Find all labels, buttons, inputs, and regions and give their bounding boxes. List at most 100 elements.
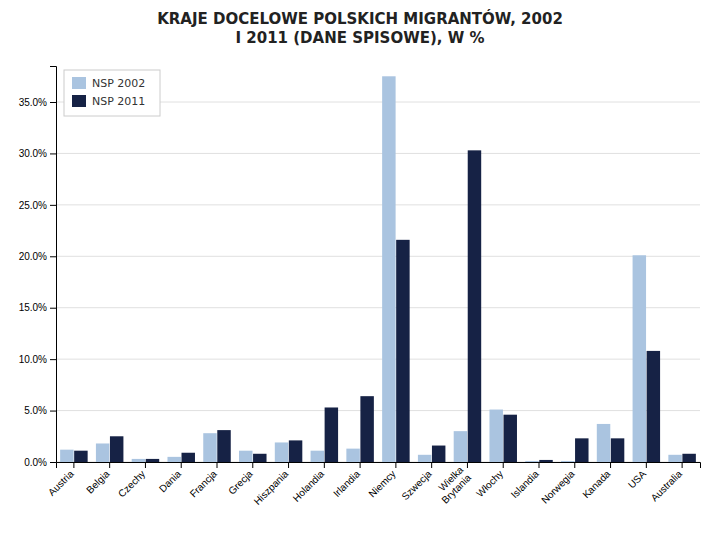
- tick-label: Francja: [188, 468, 220, 500]
- legend-label: NSP 2002: [92, 77, 145, 90]
- x-axis: Austria BelgiaCzechy DaniaFrancjaGrecjaHis…: [46, 462, 701, 507]
- tick: 15.0%: [19, 302, 56, 313]
- plot: 0.0%5.0%10.0%15.0%20.0%25.0%30.0%35.0%Au…: [19, 67, 701, 507]
- bar: [275, 442, 288, 462]
- y-axis: 0.0%5.0%10.0%15.0%20.0%25.0%30.0%35.0%: [19, 67, 57, 468]
- bar: [454, 431, 467, 462]
- tick-label: Hiszpania: [252, 468, 291, 507]
- tick-label: 10.0%: [19, 354, 47, 365]
- bar: [167, 457, 180, 462]
- tick: WielkaBrytania: [432, 462, 474, 506]
- tick-label-line: Norwegia: [539, 468, 577, 506]
- grid: [56, 102, 700, 462]
- bar: [182, 453, 195, 462]
- bar: [575, 438, 588, 462]
- tick-label: WielkaBrytania: [432, 464, 474, 506]
- tick: Kanada: [580, 462, 612, 500]
- tick-label: 25.0%: [19, 200, 47, 211]
- tick: Belgia: [84, 462, 112, 496]
- legend-swatch: [72, 95, 86, 107]
- series: [60, 76, 682, 462]
- tick: Australia: [649, 462, 685, 503]
- tick-mark: [50, 256, 56, 257]
- bar: [525, 461, 538, 462]
- bar: [597, 424, 610, 462]
- bar: [239, 451, 252, 462]
- tick: Szwecja: [399, 462, 433, 502]
- bar: [382, 76, 395, 462]
- tick-mark: [252, 462, 253, 468]
- tick-mark: [503, 462, 504, 468]
- tick-label-line: Szwecja: [399, 468, 433, 502]
- tick: 20.0%: [19, 251, 56, 262]
- tick-mark: [360, 462, 361, 468]
- tick-label: Australia: [649, 468, 685, 504]
- tick-mark: [646, 462, 647, 468]
- grid-line: [56, 307, 700, 308]
- bar: [633, 255, 646, 462]
- tick: Norwegia: [539, 462, 577, 506]
- tick: 25.0%: [19, 200, 56, 211]
- tick-label-line: Irlandia: [331, 468, 362, 499]
- bar: [253, 454, 266, 462]
- bar: [504, 415, 517, 462]
- tick-label: Czechy: [116, 468, 147, 499]
- bar: [432, 446, 445, 462]
- bar: [647, 351, 660, 462]
- tick: Austria: [46, 462, 76, 498]
- tick-mark: [288, 462, 289, 468]
- tick: USA: [626, 462, 649, 490]
- bar: [289, 440, 302, 462]
- legend-item: NSP 2011: [72, 95, 145, 108]
- tick-mark: [217, 462, 218, 468]
- tick: Czechy: [116, 462, 147, 499]
- tick-label: Dania: [157, 468, 184, 495]
- tick: Holandia: [291, 462, 327, 504]
- bar: [489, 410, 502, 462]
- tick-label-line: Niemcy: [366, 468, 397, 499]
- tick: Grecja: [226, 462, 255, 497]
- tick-label: Austria: [46, 468, 76, 498]
- tick-mark: [50, 359, 56, 360]
- tick: Dania: [157, 462, 184, 494]
- tick-label: Grecja: [226, 468, 255, 497]
- legend: NSP 2002 NSP 2011: [64, 70, 160, 116]
- tick-label-line: Austria: [46, 468, 76, 498]
- grid-line: [56, 153, 700, 154]
- bar: [668, 455, 681, 462]
- bar: [311, 451, 324, 462]
- tick-mark: [50, 102, 56, 103]
- tick-label-line: Czechy: [116, 468, 147, 499]
- bar: [561, 461, 574, 462]
- tick: Francja: [188, 462, 220, 499]
- tick-label: Włochy: [474, 468, 505, 499]
- tick: Włochy: [474, 462, 505, 499]
- tick-mark: [50, 462, 56, 463]
- grid-line: [56, 359, 700, 360]
- chart: KRAJE DOCELOWE POLSKICH MIGRANTÓW, 2002I…: [0, 0, 720, 540]
- tick-mark: [574, 462, 575, 468]
- tick-label-line: Belgia: [84, 468, 112, 496]
- bar: [146, 459, 159, 462]
- tick-label: 35.0%: [19, 97, 47, 108]
- bar: [325, 407, 338, 462]
- title: KRAJE DOCELOWE POLSKICH MIGRANTÓW, 2002I…: [157, 9, 563, 47]
- tick-label-line: Dania: [157, 468, 184, 495]
- tick-mark: [610, 462, 611, 468]
- tick-mark: [50, 308, 56, 309]
- legend-label: NSP 2011: [92, 95, 145, 108]
- tick: 30.0%: [19, 148, 56, 159]
- tick-label-line: Australia: [649, 468, 685, 504]
- tick-label-line: Holandia: [291, 468, 327, 504]
- bars: [60, 76, 696, 462]
- bar: [611, 438, 624, 462]
- legend-box: [64, 70, 160, 116]
- tick-label-line: Włochy: [474, 468, 505, 499]
- tick-mark: [145, 462, 146, 468]
- tick-label: Kanada: [580, 468, 612, 500]
- tick-label: Holandia: [291, 468, 327, 504]
- tick-mark: [324, 462, 325, 468]
- tick-mark: [431, 462, 432, 468]
- tick: Hiszpania: [252, 462, 291, 507]
- axis-line: [50, 67, 57, 463]
